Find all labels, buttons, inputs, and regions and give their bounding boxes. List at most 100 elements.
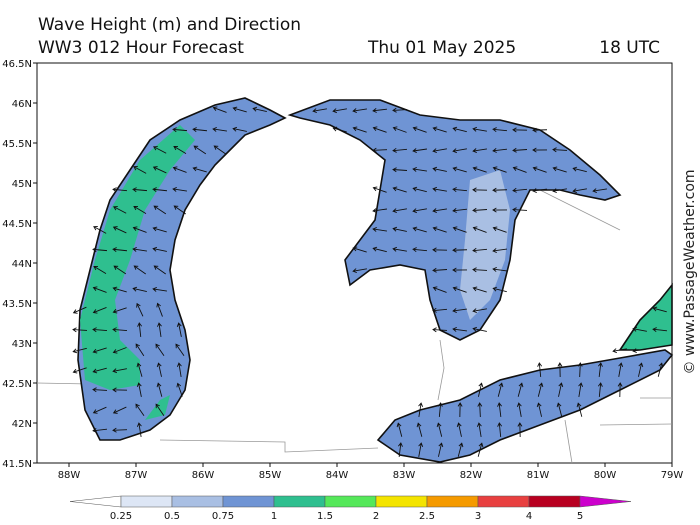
- wave-arrow: [137, 322, 143, 338]
- wave-arrow: [497, 382, 504, 397]
- wave-arrow: [537, 382, 544, 397]
- wave-arrow: [532, 127, 548, 133]
- legend-swatch: [324, 495, 377, 508]
- wave-arrow: [432, 226, 447, 233]
- wave-arrow: [552, 188, 567, 194]
- legend-label: 5: [577, 511, 583, 522]
- wave-arrow: [133, 265, 147, 275]
- legend-swatch: [273, 495, 326, 508]
- wave-arrow: [156, 382, 163, 397]
- wave-arrow: [592, 188, 607, 194]
- wave-arrow: [572, 166, 587, 173]
- wave-arrow: [452, 327, 467, 332]
- wave-arrow: [418, 442, 424, 457]
- wave-arrow: [536, 402, 543, 417]
- lon-label: 79W: [661, 470, 684, 481]
- wave-arrow: [472, 207, 488, 213]
- wave-arrow: [452, 308, 467, 313]
- wave-arrow: [457, 402, 463, 418]
- wave-arrow: [476, 422, 482, 437]
- wave-arrow: [637, 362, 644, 377]
- wave-arrow: [398, 442, 403, 458]
- wave-arrow: [155, 343, 165, 357]
- wave-arrow: [152, 166, 167, 174]
- wave-arrow: [72, 367, 87, 374]
- wave-arrow: [532, 147, 548, 153]
- lon-label: 83W: [393, 470, 416, 481]
- wave-arrow: [132, 226, 147, 233]
- lat-label: 44N: [12, 259, 32, 270]
- wave-arrow: [133, 166, 147, 174]
- wave-arrow: [576, 402, 583, 417]
- wave-arrow: [517, 422, 523, 438]
- wave-arrow: [432, 247, 448, 253]
- wave-arrow: [492, 286, 507, 293]
- wave-arrow: [577, 362, 583, 378]
- wave-arrow: [472, 226, 487, 233]
- wave-arrow: [92, 306, 107, 314]
- map: [36, 62, 674, 464]
- wave-arrow: [372, 186, 387, 193]
- wave-arrow: [432, 148, 447, 154]
- legend-label: 0.75: [212, 511, 234, 522]
- lon-label: 81W: [527, 470, 550, 481]
- wave-arrow: [132, 187, 148, 193]
- lat-label: 45N: [12, 179, 32, 190]
- lon-label: 84W: [326, 470, 349, 481]
- wave-arrow: [112, 226, 127, 234]
- wave-arrow: [657, 362, 664, 377]
- wave-arrow: [92, 387, 108, 393]
- lat-label: 42N: [12, 419, 32, 430]
- lon-label: 86W: [192, 470, 215, 481]
- wave-arrow: [193, 145, 207, 155]
- wave-arrow: [472, 187, 488, 193]
- wave-arrow: [156, 362, 162, 377]
- wave-arrow: [392, 208, 407, 214]
- wave-arrow: [452, 286, 467, 293]
- wave-arrow: [93, 226, 107, 234]
- legend-label: 1: [271, 511, 277, 522]
- wave-arrow: [558, 382, 564, 397]
- legend-swatch: [426, 495, 479, 508]
- wave-arrow: [432, 186, 447, 192]
- wave-arrow: [172, 187, 187, 192]
- wave-arrow: [452, 208, 468, 213]
- wave-arrow: [173, 145, 187, 154]
- wave-arrow: [477, 402, 483, 418]
- wave-arrow: [212, 127, 227, 132]
- wave-arrow: [135, 343, 145, 357]
- legend-label: 2: [373, 511, 379, 522]
- lat-label: 41.5N: [2, 459, 32, 470]
- wave-arrow: [432, 307, 448, 313]
- wave-arrow: [436, 422, 443, 437]
- wave-arrow: [392, 107, 408, 113]
- wave-arrow: [452, 267, 468, 273]
- wave-arrow: [136, 382, 142, 397]
- wave-arrow: [512, 166, 527, 173]
- wave-arrow: [472, 267, 488, 273]
- legend-label: 0.25: [110, 511, 132, 522]
- wave-arrow: [153, 205, 167, 215]
- legend-swatch: [69, 495, 122, 508]
- wave-arrow: [472, 148, 487, 154]
- wave-arrow: [396, 422, 403, 437]
- wave-arrow: [477, 382, 484, 397]
- wave-arrow: [176, 362, 182, 377]
- wave-arrow: [437, 442, 444, 457]
- wave-arrow: [372, 227, 387, 232]
- wave-arrow: [452, 166, 467, 173]
- wave-arrow: [472, 247, 488, 253]
- legend-label: 4: [526, 511, 532, 522]
- lat-label: 45.5N: [2, 139, 32, 150]
- wave-arrow: [232, 126, 247, 132]
- wave-arrow: [92, 286, 107, 293]
- wave-arrow: [372, 126, 387, 133]
- wave-arrow: [157, 322, 162, 337]
- wave-arrow: [492, 226, 507, 233]
- legend-label: 2.5: [419, 511, 435, 522]
- wave-arrow: [112, 327, 128, 333]
- wave-arrow: [492, 267, 507, 272]
- wave-arrow: [512, 147, 528, 153]
- legend-swatch: [579, 495, 632, 508]
- wave-arrow: [72, 347, 87, 354]
